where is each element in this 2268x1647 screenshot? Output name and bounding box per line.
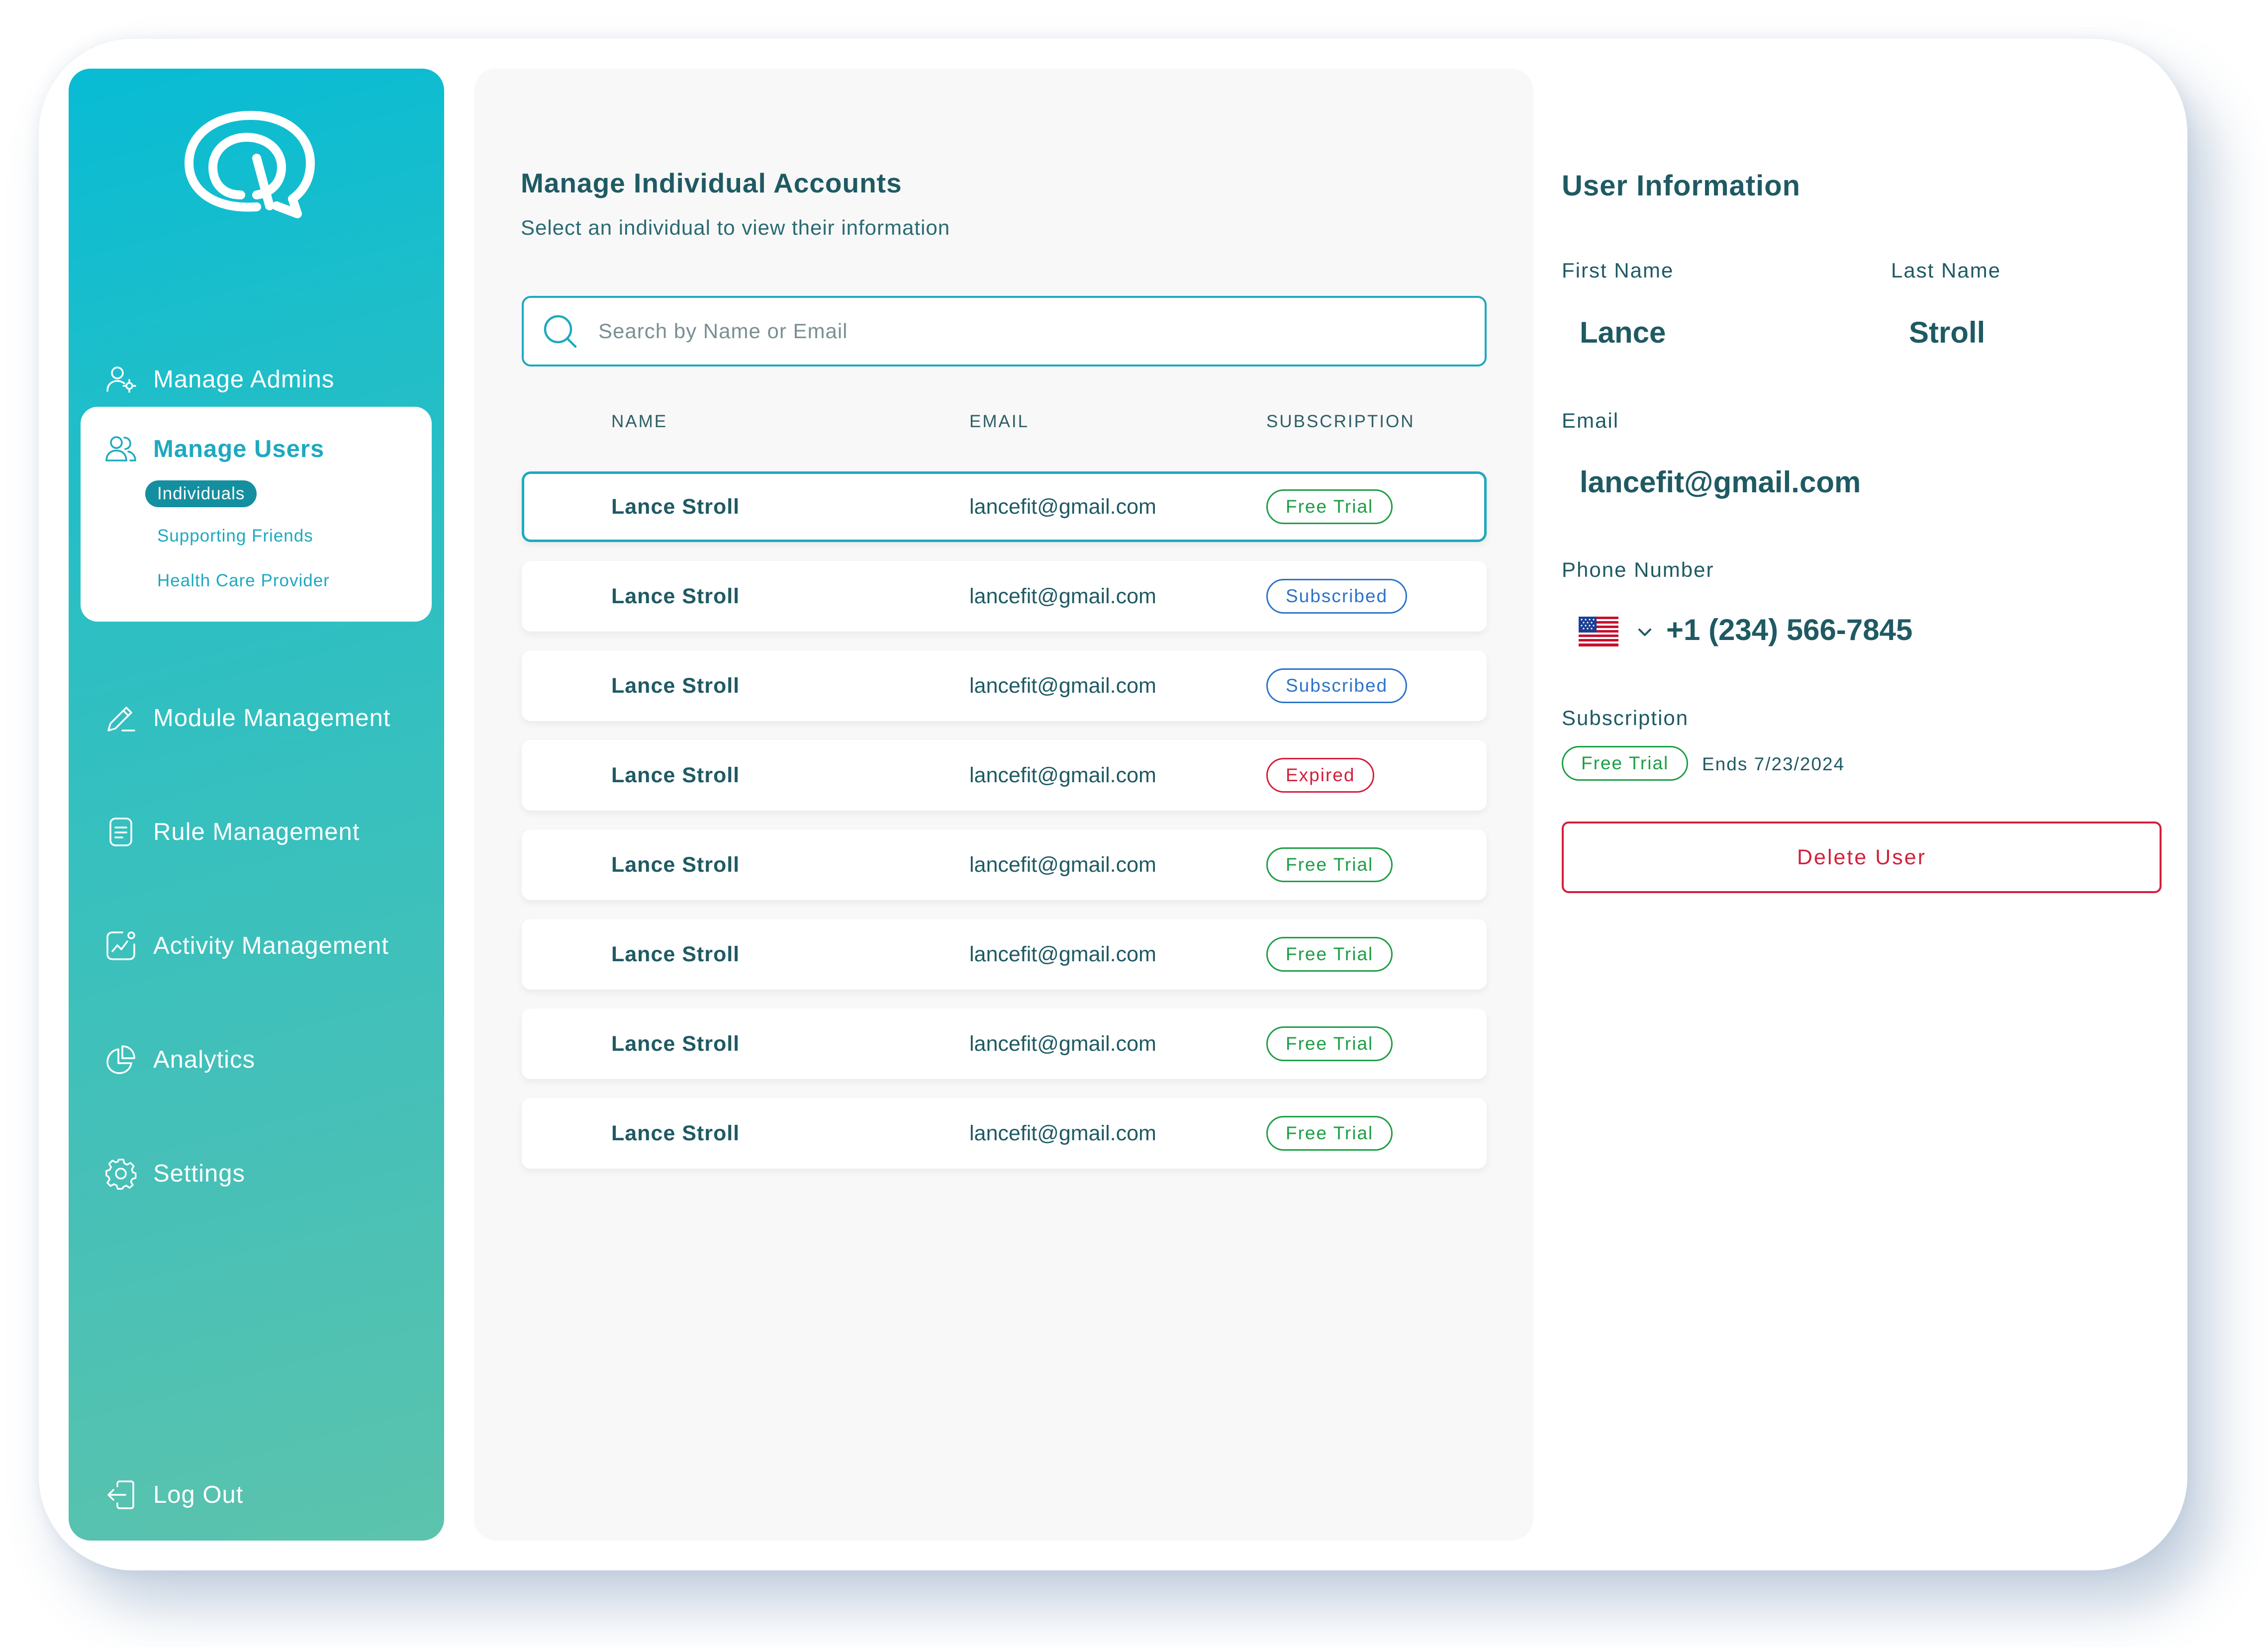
nav-rule-management[interactable]: Rule Management [104, 810, 360, 854]
document-icon [104, 816, 137, 848]
row-subscription: Free Trial [1266, 919, 1393, 990]
nav-manage-users[interactable]: Manage Users [104, 427, 324, 471]
row-name: Lance Stroll [611, 1031, 740, 1056]
user-gear-icon [104, 363, 137, 396]
subscription-badge: Free Trial [1266, 1026, 1393, 1061]
phone-value: +1 (234) 566-7845 [1666, 613, 1913, 646]
nav-module-management[interactable]: Module Management [104, 696, 390, 740]
delete-user-button[interactable]: Delete User [1562, 822, 2162, 893]
row-name: Lance Stroll [611, 584, 740, 608]
subscription-badge: Free Trial [1266, 937, 1393, 972]
table-row-selected[interactable]: Lance Stroll lancefit@gmail.com Free Trial [522, 471, 1487, 542]
subscription-label: Subscription [1562, 706, 1689, 730]
nav-analytics[interactable]: Analytics [104, 1037, 255, 1082]
chevron-down-icon[interactable] [1636, 627, 1653, 639]
user-info-title: User Information [1562, 170, 1801, 202]
user-information-panel: User Information First Name Lance Last N… [1562, 0, 2169, 1647]
subscription-badge: Subscribed [1266, 668, 1408, 703]
row-subscription: Free Trial [1266, 1098, 1393, 1169]
page-title: Manage Individual Accounts [521, 168, 902, 198]
accounts-panel: Manage Individual Accounts Select an ind… [474, 69, 1533, 1541]
pie-chart-icon [104, 1043, 137, 1076]
row-subscription: Subscribed [1266, 650, 1408, 721]
table-row[interactable]: Lance Stroll lancefit@gmail.com Expired [522, 740, 1487, 811]
nav-settings-label: Settings [153, 1160, 246, 1187]
row-name: Lance Stroll [611, 763, 740, 787]
logout-icon [104, 1478, 137, 1511]
row-subscription: Expired [1266, 740, 1375, 811]
email-label: Email [1562, 409, 1619, 432]
nav-activity-management-label: Activity Management [153, 932, 389, 959]
nav-rule-management-label: Rule Management [153, 819, 360, 845]
email-value: lancefit@gmail.com [1580, 465, 1861, 499]
activity-chart-icon [104, 929, 137, 962]
search-input[interactable]: Search by Name or Email [522, 296, 1487, 366]
subscription-end-date: Ends 7/23/2024 [1702, 754, 1845, 774]
column-header-name: NAME [611, 412, 668, 431]
chat-bubble-logo-icon [185, 111, 315, 218]
table-row[interactable]: Lance Stroll lancefit@gmail.com Subscribed [522, 650, 1487, 721]
subnav-supporting-friends[interactable]: Supporting Friends [157, 526, 313, 546]
subscription-badge: Free Trial [1266, 489, 1393, 524]
row-name: Lance Stroll [611, 1121, 740, 1145]
subscription-badge: Subscribed [1266, 579, 1408, 614]
table-row[interactable]: Lance Stroll lancefit@gmail.com Free Trial [522, 829, 1487, 900]
nav-activity-management[interactable]: Activity Management [104, 923, 389, 968]
row-name: Lance Stroll [611, 852, 740, 877]
row-email: lancefit@gmail.com [969, 1121, 1156, 1145]
nav-logout-label: Log Out [153, 1481, 244, 1508]
first-name-label: First Name [1562, 259, 1674, 282]
column-header-email: EMAIL [969, 412, 1030, 431]
subnav-individuals[interactable]: Individuals [145, 480, 257, 507]
table-row[interactable]: Lance Stroll lancefit@gmail.com Free Trial [522, 1008, 1487, 1079]
row-email: lancefit@gmail.com [969, 763, 1156, 787]
nav-analytics-label: Analytics [153, 1046, 256, 1073]
table-row[interactable]: Lance Stroll lancefit@gmail.com Subscribed [522, 561, 1487, 632]
page-subtitle: Select an individual to view their infor… [521, 216, 950, 239]
row-subscription: Free Trial [1266, 1008, 1393, 1079]
row-name: Lance Stroll [611, 942, 740, 966]
subnav-health-care-provider[interactable]: Health Care Provider [157, 571, 330, 590]
row-subscription: Free Trial [1266, 829, 1393, 900]
sidebar: Manage Admins Manage Users Individuals S… [69, 69, 444, 1541]
phone-label: Phone Number [1562, 558, 1714, 581]
last-name-value: Stroll [1909, 316, 1985, 349]
subscription-badge: Free Trial [1266, 847, 1393, 882]
us-flag-icon[interactable] [1579, 617, 1618, 646]
table-row[interactable]: Lance Stroll lancefit@gmail.com Free Trial [522, 1098, 1487, 1169]
nav-module-management-label: Module Management [153, 705, 391, 732]
subscription-badge: Free Trial [1266, 1116, 1393, 1151]
manage-users-section: Manage Users Individuals Supporting Frie… [81, 407, 432, 622]
table-row[interactable]: Lance Stroll lancefit@gmail.com Free Trial [522, 919, 1487, 990]
subscription-badge: Expired [1266, 758, 1375, 793]
row-name: Lance Stroll [611, 673, 740, 698]
first-name-value: Lance [1580, 316, 1666, 349]
search-icon [544, 315, 577, 348]
row-name: Lance Stroll [611, 494, 740, 519]
nav-manage-admins-label: Manage Admins [153, 366, 335, 393]
row-email: lancefit@gmail.com [969, 673, 1156, 698]
column-header-subscription: SUBSCRIPTION [1266, 412, 1415, 431]
search-placeholder: Search by Name or Email [598, 319, 848, 343]
subscription-status-badge: Free Trial [1562, 746, 1689, 781]
nav-logout[interactable]: Log Out [104, 1472, 243, 1517]
last-name-label: Last Name [1891, 259, 2001, 282]
row-email: lancefit@gmail.com [969, 852, 1156, 877]
row-email: lancefit@gmail.com [969, 942, 1156, 966]
row-subscription: Free Trial [1266, 474, 1393, 540]
row-email: lancefit@gmail.com [969, 494, 1156, 519]
nav-settings[interactable]: Settings [104, 1151, 245, 1196]
row-subscription: Subscribed [1266, 561, 1408, 632]
nav-manage-users-label: Manage Users [153, 436, 325, 462]
nav-manage-admins[interactable]: Manage Admins [104, 357, 334, 402]
row-email: lancefit@gmail.com [969, 584, 1156, 608]
pencil-icon [104, 702, 137, 734]
gear-icon [104, 1157, 137, 1190]
row-email: lancefit@gmail.com [969, 1031, 1156, 1056]
users-icon [104, 433, 137, 465]
